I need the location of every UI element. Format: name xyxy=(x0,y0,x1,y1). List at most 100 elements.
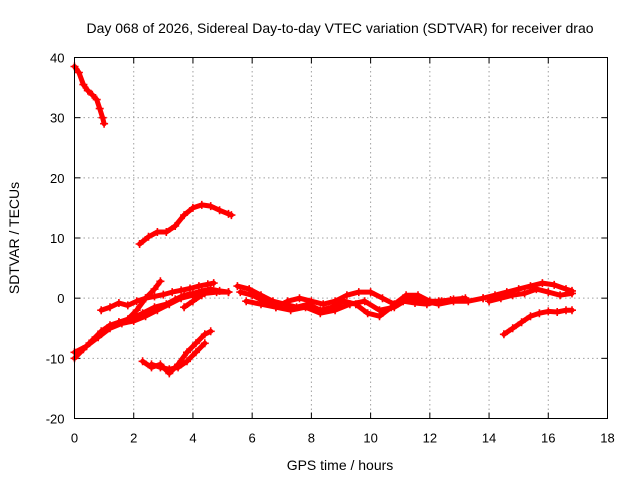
data-point xyxy=(92,95,101,104)
data-point xyxy=(499,330,508,339)
data-point xyxy=(535,309,544,318)
data-point xyxy=(544,288,553,297)
data-point xyxy=(162,300,171,309)
data-point xyxy=(224,288,233,297)
data-point xyxy=(165,365,174,374)
data-point xyxy=(200,330,209,339)
data-point xyxy=(206,285,215,294)
data-point xyxy=(123,301,132,310)
data-point xyxy=(215,286,224,295)
series-arc-9 xyxy=(180,285,233,312)
data-point xyxy=(126,315,135,324)
data-point xyxy=(191,339,200,348)
data-point xyxy=(544,307,553,316)
series-arc-12 xyxy=(242,294,488,318)
data-point xyxy=(568,306,576,315)
data-point xyxy=(159,290,168,299)
data-point xyxy=(245,285,254,294)
data-point xyxy=(153,228,162,236)
y-tick-label: 20 xyxy=(50,171,64,186)
data-point xyxy=(360,297,369,306)
x-tick-label: 10 xyxy=(363,431,377,446)
data-point xyxy=(147,360,156,369)
data-point xyxy=(286,306,295,315)
data-point xyxy=(464,297,473,306)
data-point xyxy=(114,318,123,327)
series-arc-14 xyxy=(485,285,576,306)
chart-title: Day 068 of 2026, Sidereal Day-to-day VTE… xyxy=(86,20,593,36)
x-tick-label: 8 xyxy=(308,431,315,446)
data-point xyxy=(257,300,265,309)
plot-frame xyxy=(74,57,608,419)
data-point xyxy=(150,303,159,312)
data-point xyxy=(106,303,114,312)
data-point xyxy=(363,309,372,318)
data-point xyxy=(236,288,245,297)
data-point xyxy=(183,348,191,357)
data-point xyxy=(568,289,576,298)
y-tick-label: 30 xyxy=(50,111,64,126)
series-arc-15 xyxy=(499,306,576,339)
data-point xyxy=(82,342,91,351)
data-point xyxy=(331,297,340,306)
data-point xyxy=(301,303,310,312)
x-tick-label: 2 xyxy=(130,431,137,446)
y-axis-label: SDTVAR / TECUs xyxy=(6,182,22,294)
data-point xyxy=(307,297,316,306)
data-point xyxy=(156,277,165,286)
data-point xyxy=(95,104,104,113)
data-point xyxy=(449,297,458,306)
data-point xyxy=(150,285,159,294)
data-point xyxy=(88,90,97,99)
data-point xyxy=(526,312,535,321)
data-point xyxy=(162,228,171,236)
series-arc-2 xyxy=(135,200,236,248)
data-point xyxy=(150,292,159,301)
data-point xyxy=(283,297,292,306)
data-point xyxy=(94,333,103,342)
y-tick-label: -20 xyxy=(46,412,65,427)
data-point xyxy=(79,80,88,89)
data-point xyxy=(354,288,363,297)
data-point xyxy=(378,294,387,303)
x-tick-label: 4 xyxy=(189,431,196,446)
data-point xyxy=(191,348,200,357)
data-point xyxy=(156,363,165,372)
data-traces xyxy=(70,62,576,378)
data-point xyxy=(295,294,304,303)
data-point xyxy=(345,300,354,309)
data-point xyxy=(553,308,562,316)
data-point xyxy=(74,68,83,77)
data-point xyxy=(135,240,144,248)
data-point xyxy=(206,327,215,336)
series-arc-4 xyxy=(97,279,218,315)
data-point xyxy=(186,284,194,293)
x-tick-label: 16 xyxy=(541,431,555,446)
data-point xyxy=(171,222,180,230)
y-tick-label: 40 xyxy=(50,51,64,66)
data-point xyxy=(100,119,109,128)
data-point xyxy=(197,200,206,209)
data-point xyxy=(132,306,141,315)
data-point xyxy=(171,295,180,304)
data-point xyxy=(180,303,189,312)
data-point xyxy=(141,294,150,303)
data-point xyxy=(550,280,559,289)
data-point xyxy=(248,291,257,300)
data-point xyxy=(194,282,203,291)
data-point xyxy=(242,297,251,306)
data-point xyxy=(106,324,114,333)
data-point xyxy=(366,288,375,297)
data-point xyxy=(496,294,505,303)
data-point xyxy=(434,300,443,309)
data-point xyxy=(206,202,215,211)
y-tick-label: 0 xyxy=(57,291,64,306)
y-tick-label: 10 xyxy=(50,231,64,246)
data-point xyxy=(508,324,517,333)
data-point xyxy=(405,294,414,303)
data-point xyxy=(177,286,186,295)
data-point xyxy=(138,357,147,366)
data-point xyxy=(419,297,428,306)
data-point xyxy=(188,297,197,306)
